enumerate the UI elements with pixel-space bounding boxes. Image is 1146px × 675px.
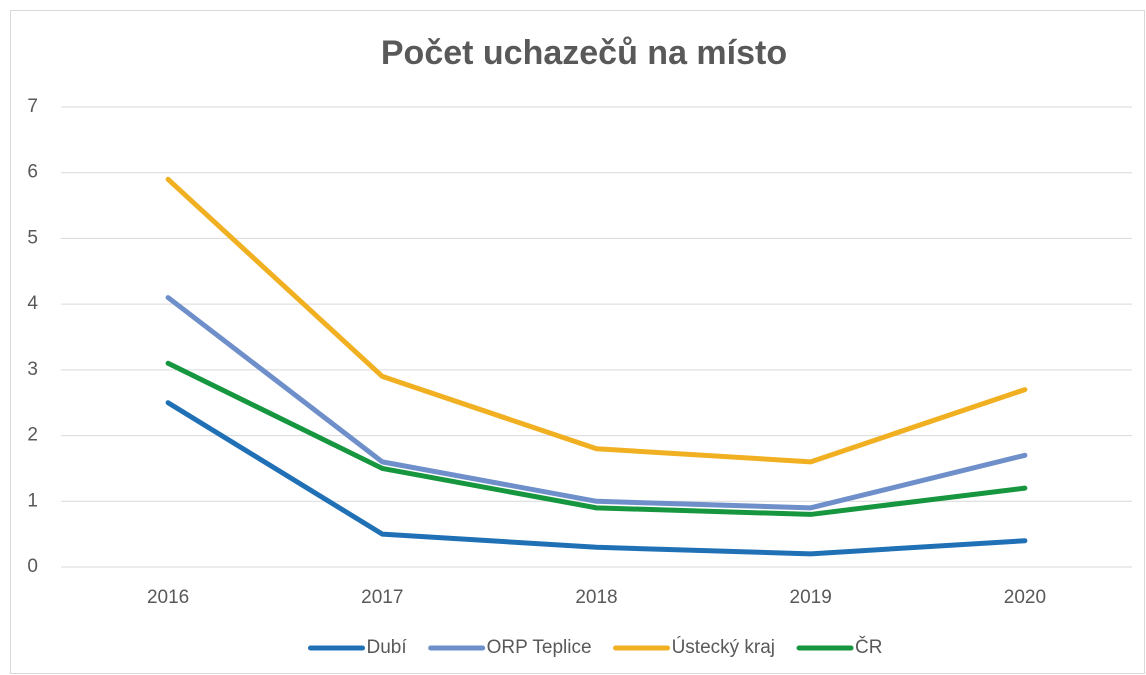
x-tick-label: 2018 (575, 587, 617, 608)
x-tick-label: 2017 (361, 587, 403, 608)
legend-label: Ústecký kraj (672, 636, 775, 658)
series-line (165, 176, 1028, 465)
chart-border (10, 10, 1145, 674)
y-tick-label: 6 (27, 162, 38, 183)
y-tick-label: 0 (27, 556, 38, 577)
series-line (165, 295, 1028, 511)
y-tick-label: 3 (27, 359, 38, 380)
x-tick-label: 2016 (147, 587, 189, 608)
series-line (165, 360, 1028, 517)
legend-label: ČR (855, 636, 882, 658)
x-tick-label: 2019 (790, 587, 832, 608)
y-tick-label: 7 (27, 96, 38, 117)
series-line (165, 400, 1028, 557)
chart-title: Počet uchazečů na místo (381, 34, 787, 72)
legend-label: ORP Teplice (487, 637, 592, 658)
y-tick-label: 2 (27, 425, 38, 446)
y-tick-label: 4 (27, 293, 38, 314)
legend-label: Dubí (367, 637, 408, 658)
x-tick-label: 2020 (1004, 587, 1046, 608)
y-tick-label: 5 (27, 227, 38, 248)
y-tick-label: 1 (27, 490, 38, 511)
